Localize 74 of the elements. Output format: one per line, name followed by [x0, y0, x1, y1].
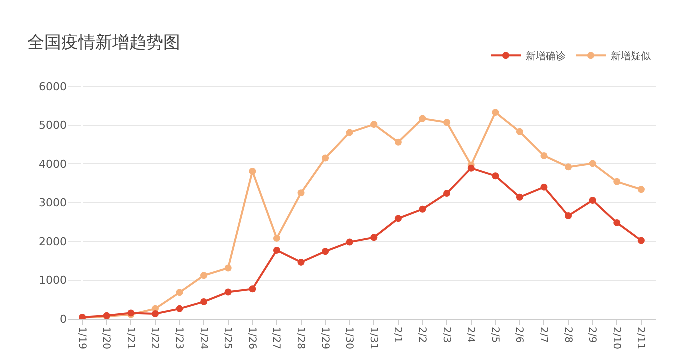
point — [540, 152, 548, 160]
y-tick-label: 2000 — [39, 235, 67, 248]
y-tick-label: 6000 — [39, 80, 67, 94]
point — [273, 246, 280, 254]
x-tick-label: 2/11 — [635, 327, 646, 350]
x-tick-label: 2/3 — [440, 327, 452, 344]
x-tick-label: 1/27 — [270, 327, 282, 350]
point — [224, 288, 232, 296]
x-tick-label: 2/9 — [586, 327, 598, 344]
point — [322, 248, 330, 256]
point — [516, 194, 524, 201]
x-tick-label: 2/4 — [465, 327, 476, 344]
x-tick-label: 1/29 — [319, 327, 330, 350]
legend-label: 新增疑似 — [611, 50, 651, 63]
point — [346, 238, 354, 246]
point — [152, 310, 159, 318]
x-tick-label: 2/7 — [538, 327, 549, 344]
point — [346, 129, 354, 136]
point — [492, 172, 500, 180]
point — [394, 215, 402, 222]
x-tick-label: 1/22 — [149, 327, 160, 350]
y-tick-label: 4000 — [39, 158, 67, 171]
point — [565, 212, 572, 220]
x-tick-label: 2/5 — [489, 327, 500, 344]
point — [638, 186, 645, 194]
y-tick-label: 3000 — [39, 196, 67, 210]
point — [370, 234, 378, 242]
x-tick-label: 2/2 — [416, 327, 428, 344]
point — [273, 234, 280, 242]
point — [614, 178, 621, 186]
x-tick-label: 2/8 — [562, 327, 574, 344]
point — [540, 184, 548, 191]
point — [492, 109, 500, 116]
point — [468, 164, 475, 172]
point — [298, 258, 305, 266]
point — [614, 219, 621, 226]
point — [419, 115, 426, 122]
point — [444, 119, 451, 126]
x-tick-label: 1/19 — [76, 327, 88, 350]
x-tick-label: 1/20 — [100, 327, 112, 350]
x-tick-label: 1/26 — [246, 327, 258, 350]
point — [370, 121, 378, 128]
point — [249, 168, 256, 175]
y-tick-label: 0 — [60, 312, 67, 326]
point — [444, 190, 451, 198]
x-tick-label: 1/31 — [368, 327, 379, 350]
x-tick-label: 1/25 — [222, 327, 234, 350]
point — [298, 190, 305, 197]
point — [249, 286, 256, 293]
y-tick-label: 5000 — [39, 119, 67, 132]
point — [200, 298, 208, 306]
point — [322, 154, 330, 162]
point — [394, 138, 402, 146]
point — [419, 206, 426, 213]
y-tick-label: 1000 — [39, 274, 67, 288]
point — [200, 272, 208, 280]
point — [176, 289, 184, 296]
point — [565, 164, 572, 171]
point — [224, 264, 232, 272]
x-tick-label: 1/30 — [344, 327, 355, 350]
chart-title: 全国疫情新增趋势图 — [27, 33, 180, 53]
x-tick-label: 1/21 — [124, 327, 136, 350]
x-tick-label: 1/28 — [295, 327, 306, 350]
point — [516, 128, 524, 136]
point — [589, 196, 596, 204]
x-tick-label: 1/24 — [198, 327, 209, 350]
x-tick-label: 2/1 — [392, 327, 404, 344]
point — [589, 160, 596, 168]
point — [176, 305, 184, 312]
x-tick-label: 2/10 — [610, 327, 622, 350]
point — [638, 237, 645, 244]
x-tick-label: 1/23 — [174, 327, 185, 350]
legend-label: 新增确诊 — [526, 50, 566, 63]
x-tick-label: 2/6 — [514, 327, 525, 344]
